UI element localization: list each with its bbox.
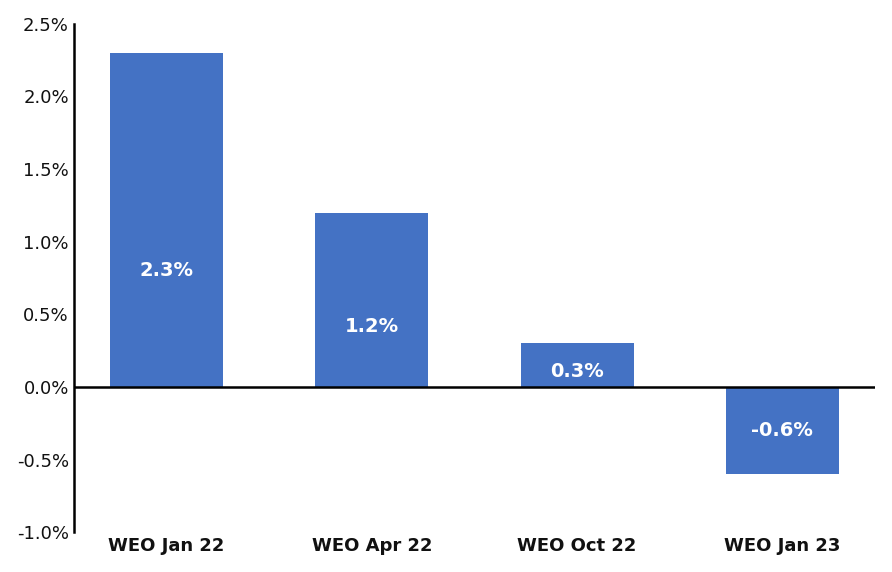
Text: -0.6%: -0.6% — [751, 421, 814, 440]
Bar — [521, 344, 633, 387]
Text: 0.3%: 0.3% — [550, 362, 604, 382]
Bar — [726, 387, 838, 474]
Bar — [110, 53, 223, 387]
Bar — [316, 213, 428, 387]
Text: 1.2%: 1.2% — [345, 316, 399, 336]
Text: 2.3%: 2.3% — [139, 261, 194, 280]
